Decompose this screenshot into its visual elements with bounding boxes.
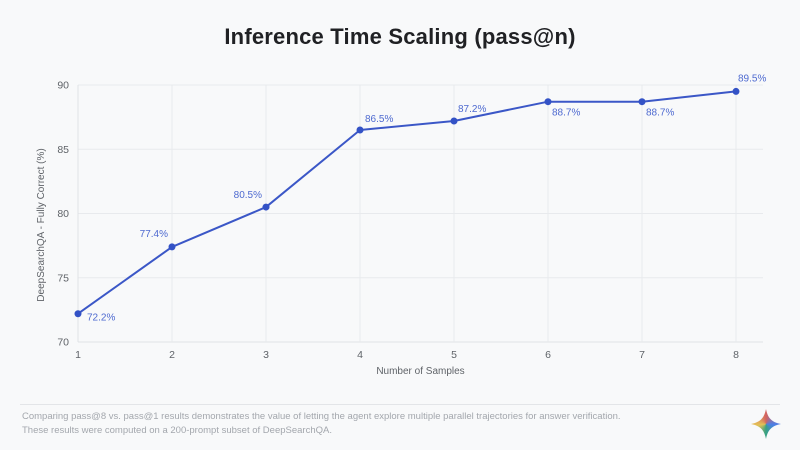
y-tick-label: 70 xyxy=(57,337,69,349)
data-point-label: 87.2% xyxy=(458,104,486,115)
x-tick-label: 6 xyxy=(545,349,551,361)
chart-title: Inference Time Scaling (pass@n) xyxy=(224,24,576,49)
data-point-marker xyxy=(544,98,552,106)
data-point-marker xyxy=(262,203,270,211)
y-axis-title: DeepSearchQA - Fully Correct (%) xyxy=(36,148,47,301)
x-tick-label: 5 xyxy=(451,349,457,361)
data-point-label: 77.4% xyxy=(140,229,168,240)
data-point-label: 88.7% xyxy=(646,108,674,119)
data-point-marker xyxy=(356,126,364,134)
x-tick-label: 8 xyxy=(733,349,739,361)
x-tick-label: 7 xyxy=(639,349,645,361)
footer-caption-line-2: These results were computed on a 200-pro… xyxy=(22,425,332,436)
data-point-label: 89.5% xyxy=(738,73,766,84)
data-point-marker xyxy=(638,98,646,106)
series-line xyxy=(77,90,737,315)
data-point-marker xyxy=(74,310,82,318)
data-point-marker xyxy=(168,243,176,251)
footer-caption: Comparing pass@8 vs. pass@1 results demo… xyxy=(22,410,702,438)
data-point-label: 72.2% xyxy=(87,313,115,324)
y-tick-label: 75 xyxy=(57,272,69,284)
y-tick-label: 80 xyxy=(57,208,69,220)
x-tick-label: 4 xyxy=(357,349,363,361)
gemini-sparkle-icon xyxy=(751,409,781,439)
data-point-label: 88.7% xyxy=(552,108,580,119)
data-point-label: 86.5% xyxy=(365,114,393,125)
data-point-marker xyxy=(450,117,458,125)
footer-divider xyxy=(20,404,780,405)
footer-caption-line-1: Comparing pass@8 vs. pass@1 results demo… xyxy=(22,411,621,422)
x-tick-label: 3 xyxy=(263,349,269,361)
x-tick-label: 1 xyxy=(75,349,81,361)
line-chart: 70 75 80 85 90 1 2 3 4 5 6 7 8 Number of Samples DeepS… xyxy=(36,73,766,377)
y-tick-label: 85 xyxy=(57,144,69,156)
x-tick-label: 2 xyxy=(169,349,175,361)
data-point-marker xyxy=(732,87,740,95)
y-tick-label: 90 xyxy=(57,80,69,92)
x-axis-title: Number of Samples xyxy=(376,366,464,377)
data-point-label: 80.5% xyxy=(234,190,262,201)
